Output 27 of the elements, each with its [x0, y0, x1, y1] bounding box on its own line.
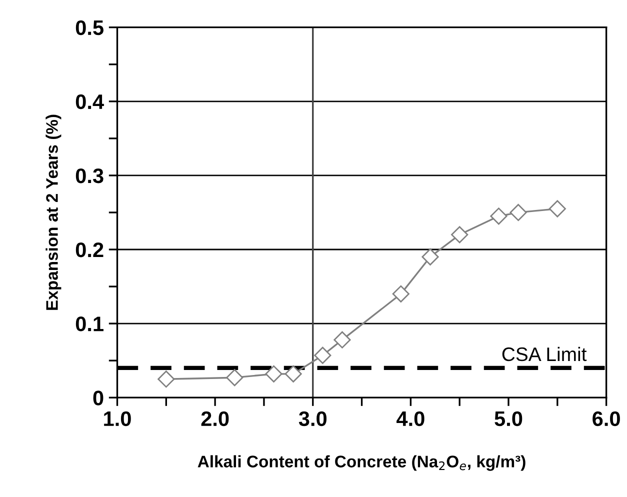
point: [284, 365, 302, 382]
x-tick-label: 6.0: [592, 411, 620, 426]
point: [314, 346, 332, 364]
y-tick-label: 0: [93, 390, 104, 406]
x-tick-label: 1.0: [104, 411, 131, 426]
point: [334, 331, 351, 348]
ref-line-label: CSA Limit: [502, 346, 587, 362]
y-tick-label: 0.4: [76, 94, 104, 110]
point: [510, 204, 527, 222]
y-axis-title: Expansion at 2 Years (%): [46, 114, 62, 310]
x-tick-label: 3.0: [298, 411, 326, 426]
point: [392, 285, 410, 302]
y-tick-label: 0.3: [76, 168, 104, 184]
x-tick-label: 4.0: [396, 411, 424, 426]
point: [422, 248, 439, 266]
y-tick-label: 0.2: [76, 242, 104, 258]
point: [490, 208, 508, 225]
x-axis-title: Alkali Content of Concrete (Na$_{2}$O$_{e}$, kg/m³): [198, 455, 526, 471]
x-tick-label: 2.0: [201, 411, 229, 426]
point: [548, 200, 566, 218]
y-tick-label: 0.5: [76, 20, 104, 36]
y-tick-label: 0.1: [76, 316, 104, 332]
point: [265, 365, 282, 382]
point: [226, 369, 244, 386]
point: [158, 370, 175, 388]
x-tick-label: 5.0: [494, 411, 522, 426]
point: [451, 226, 468, 244]
